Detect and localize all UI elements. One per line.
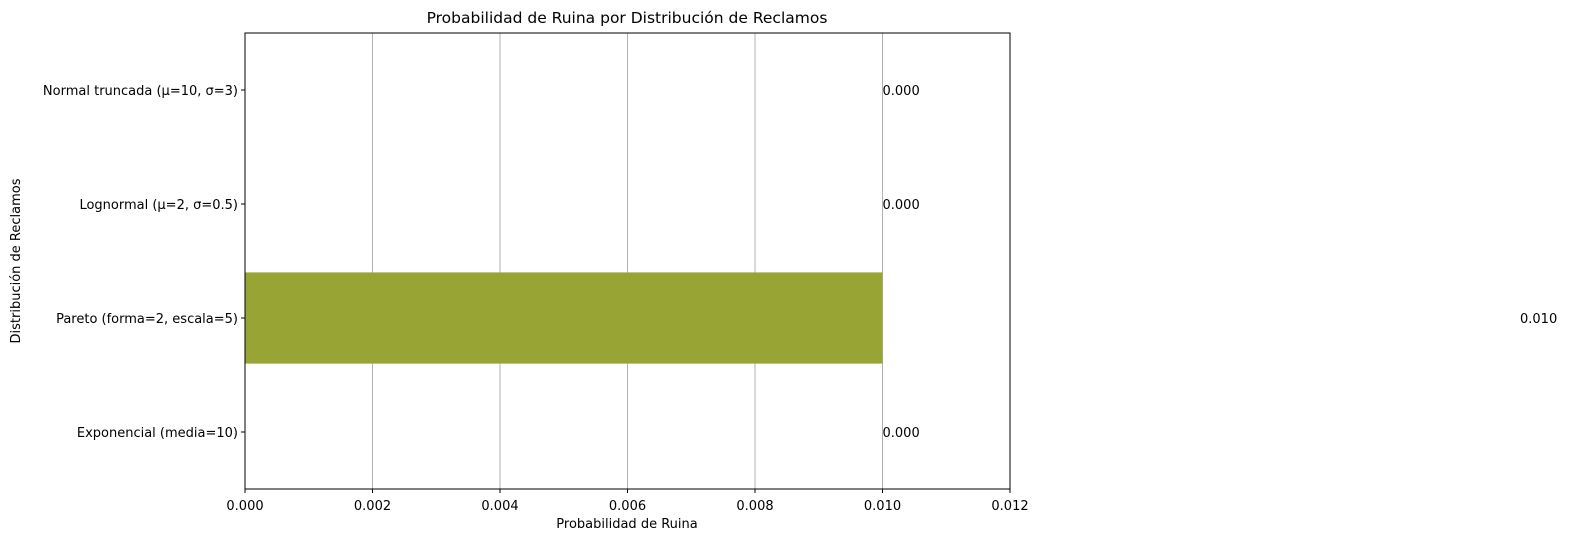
x-tick-label: 0.004 bbox=[481, 499, 518, 514]
x-axis: 0.000 0.002 0.004 0.006 0.008 0.010 0.012 bbox=[226, 489, 1029, 514]
chart-title: Probabilidad de Ruina por Distribución d… bbox=[427, 9, 828, 27]
data-label: 0.010 bbox=[1520, 312, 1557, 327]
x-tick-label: 0.006 bbox=[609, 499, 646, 514]
y-tick-label: Exponencial (media=10) bbox=[77, 426, 238, 441]
x-tick-label: 0.000 bbox=[226, 499, 263, 514]
data-label: 0.000 bbox=[883, 84, 920, 99]
y-tick-label: Lognormal (μ=2, σ=0.5) bbox=[79, 198, 238, 213]
bars bbox=[245, 272, 883, 364]
data-label: 0.000 bbox=[883, 426, 920, 441]
x-tick-label: 0.012 bbox=[991, 499, 1028, 514]
data-label: 0.000 bbox=[883, 198, 920, 213]
y-tick-label: Pareto (forma=2, escala=5) bbox=[56, 312, 238, 327]
y-axis: Exponencial (media=10) Pareto (forma=2, e… bbox=[43, 84, 245, 441]
y-tick-label: Normal truncada (μ=10, σ=3) bbox=[43, 84, 238, 99]
y-axis-title: Distribución de Reclamos bbox=[9, 178, 24, 343]
x-tick-label: 0.002 bbox=[354, 499, 391, 514]
x-tick-label: 0.010 bbox=[864, 499, 901, 514]
bar bbox=[245, 272, 883, 364]
grid bbox=[372, 33, 883, 489]
x-axis-title: Probabilidad de Ruina bbox=[556, 517, 697, 532]
x-tick-label: 0.008 bbox=[736, 499, 773, 514]
data-labels: 0.000 0.010 0.000 0.000 bbox=[883, 84, 1558, 441]
